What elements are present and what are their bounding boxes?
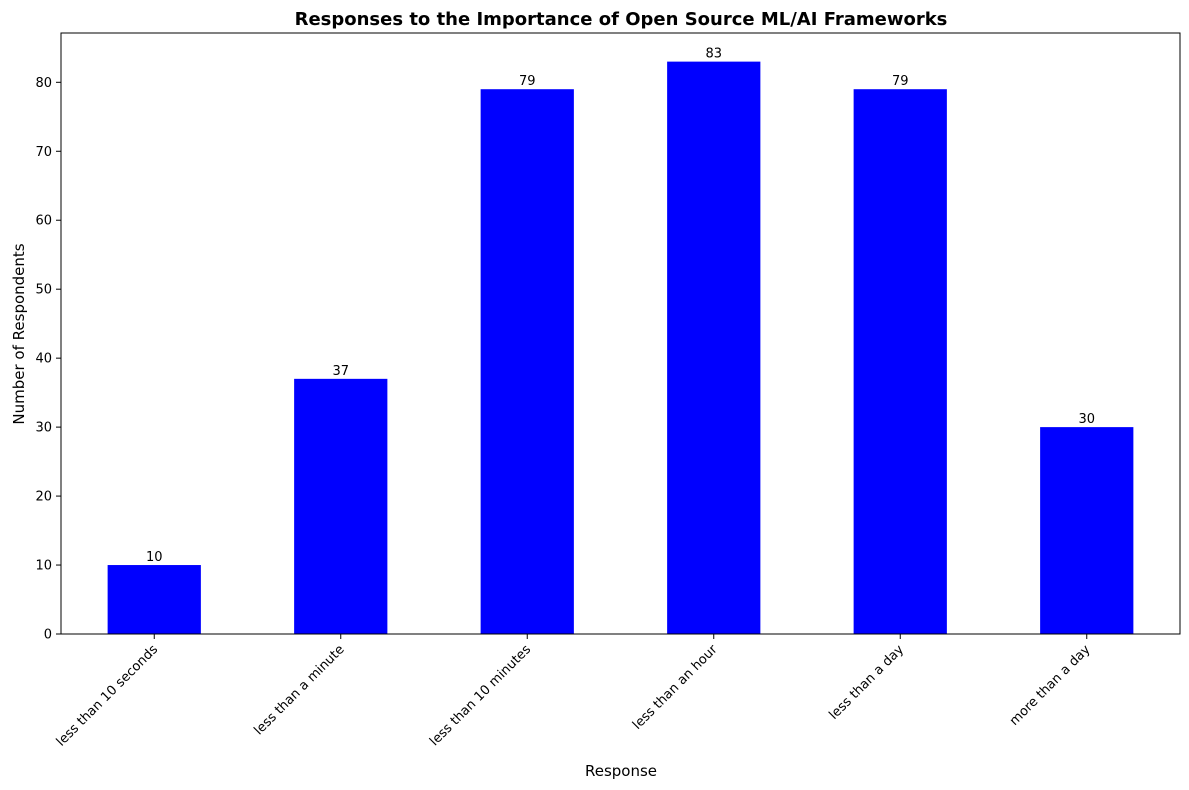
x-tick-label: less than a day [826, 642, 907, 723]
y-tick-label: 60 [35, 214, 52, 229]
y-axis: 0 10 20 30 40 50 60 70 80 [35, 76, 61, 643]
data-label: 10 [146, 550, 163, 565]
y-tick-label: 20 [35, 490, 52, 505]
bars-group [107, 61, 1134, 635]
data-label: 83 [705, 47, 722, 62]
y-tick-label: 50 [35, 283, 52, 298]
plot-frame [60, 32, 1181, 635]
x-axis-label: Response [585, 762, 657, 780]
bar [294, 378, 388, 634]
chart-title: Responses to the Importance of Open Sour… [295, 9, 948, 30]
y-tick-label: 70 [35, 145, 52, 160]
y-tick-label: 80 [35, 76, 52, 91]
bar [107, 565, 201, 634]
y-tick-label: 40 [35, 352, 52, 367]
y-tick-label: 10 [35, 559, 52, 574]
x-tick-label: less than 10 seconds [54, 642, 161, 749]
bar [1040, 427, 1134, 634]
data-labels-group: 10 37 79 83 79 30 [146, 47, 1095, 565]
data-label: 79 [892, 74, 909, 89]
data-label: 37 [332, 364, 349, 379]
x-axis: less than 10 seconds less than a minute le… [54, 634, 1094, 750]
x-tick-label: less than an hour [630, 642, 721, 733]
bar [853, 89, 947, 634]
y-tick-label: 30 [35, 421, 52, 436]
x-tick-label: less than 10 minutes [427, 642, 534, 749]
y-tick-label: 0 [44, 628, 52, 643]
x-tick-label: more than a day [1007, 642, 1094, 729]
x-tick-label: less than a minute [251, 642, 347, 738]
data-label: 30 [1078, 412, 1095, 427]
bar [480, 89, 574, 634]
bar [667, 61, 761, 635]
data-label: 79 [519, 74, 536, 89]
y-axis-label: Number of Respondents [10, 243, 28, 424]
